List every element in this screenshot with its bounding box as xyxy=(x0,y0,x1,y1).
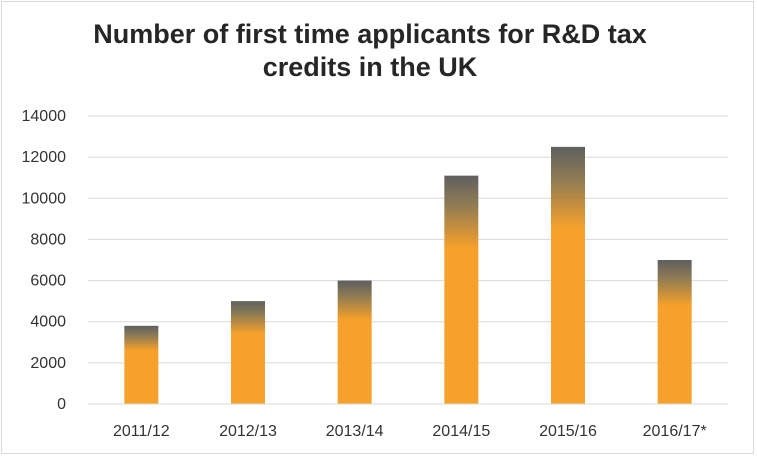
y-tick-label: 8000 xyxy=(30,231,66,248)
x-axis-ticks: 2011/12 2012/13 2013/14 2014/15 2015/16 2016/… xyxy=(113,423,707,440)
bar-2015-16 xyxy=(551,146,585,404)
bars xyxy=(124,146,692,404)
gridlines xyxy=(88,115,728,405)
bar-2012-13 xyxy=(231,301,265,404)
x-tick-label: 2012/13 xyxy=(219,423,277,440)
x-tick-label: 2016/17* xyxy=(643,423,707,440)
bar-2013-14 xyxy=(337,280,372,404)
y-tick-label: 2000 xyxy=(30,355,66,372)
x-tick-label: 2014/15 xyxy=(432,423,490,440)
x-tick-label: 2013/14 xyxy=(326,423,384,440)
bar-2011-12 xyxy=(124,325,159,404)
y-tick-label: 0 xyxy=(57,396,66,413)
x-tick-label: 2011/12 xyxy=(113,423,170,440)
y-tick-label: 10000 xyxy=(22,190,67,207)
y-axis-ticks: 0 2000 4000 6000 8000 10000 12000 14000 xyxy=(22,108,67,413)
y-tick-label: 12000 xyxy=(22,149,67,166)
y-tick-label: 14000 xyxy=(22,108,67,125)
x-tick-label: 2015/16 xyxy=(539,423,597,440)
y-tick-label: 4000 xyxy=(30,314,66,331)
bar-2016-17- xyxy=(657,260,692,404)
bar-2014-15 xyxy=(444,175,479,404)
chart-title: Number of first time applicants for R&D … xyxy=(93,19,647,82)
y-tick-label: 6000 xyxy=(30,273,66,290)
